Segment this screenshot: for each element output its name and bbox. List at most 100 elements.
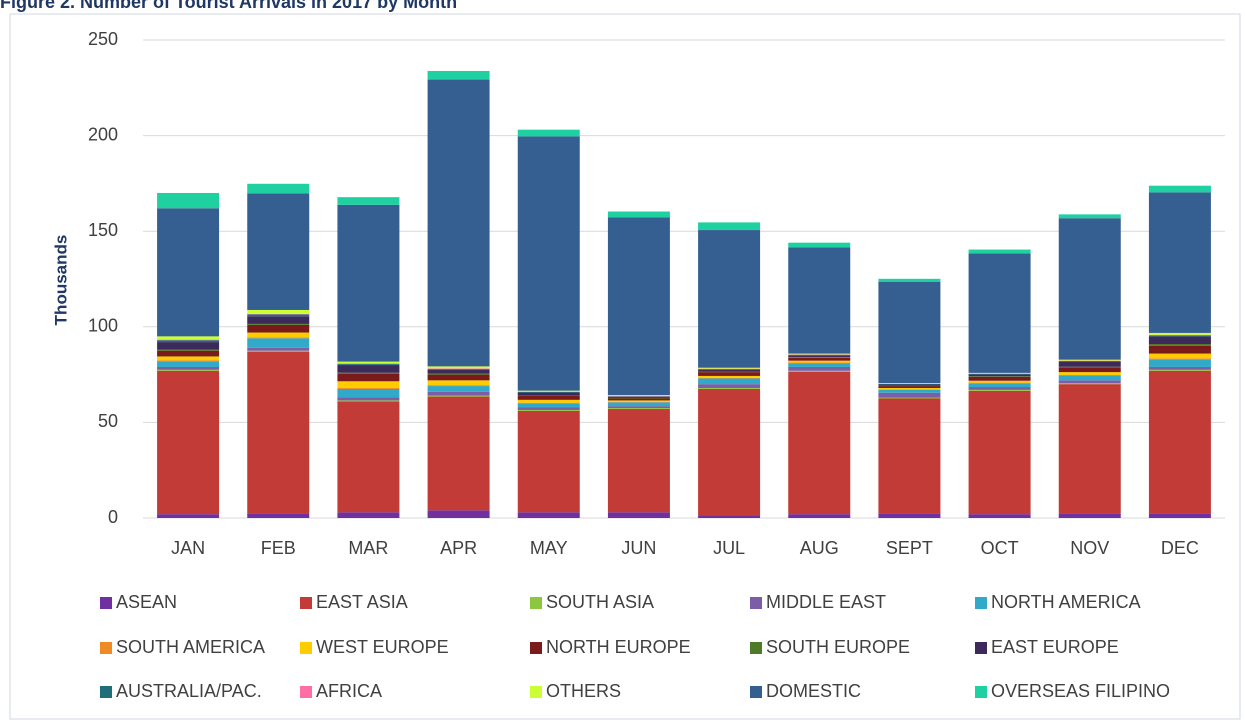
bar-segment [247,313,310,315]
bar-segment [337,372,400,374]
bar-segment [427,79,490,367]
bar-segment [698,372,761,376]
bar-segment [968,389,1031,391]
bar-segment [878,389,941,393]
bar-segment [337,397,400,401]
bar-segment [157,192,220,209]
bar-segment [878,392,941,398]
bar-segment [517,392,580,396]
y-tick-label: 0 [108,507,118,527]
bar-segment [878,386,941,388]
bar-segment [698,375,761,378]
bar-segment [517,399,580,403]
bar-segment [788,353,851,355]
bar-segment [247,332,310,338]
bar-segment [878,383,941,385]
legend-swatch [100,686,112,698]
bar-segment [427,385,490,387]
bar-segment [1058,375,1121,381]
bar-segment [788,355,851,358]
bar-segment [788,366,851,371]
bar-segment [698,515,761,518]
bar-segment [968,253,1031,373]
bar-segment [607,400,670,402]
x-tick-label: APR [440,538,477,558]
bar-segment [968,372,1031,374]
x-tick-label: NOV [1070,538,1109,558]
bar-segment [607,395,670,397]
bar-segment [788,514,851,518]
legend-swatch [530,597,542,609]
bar-segment [1148,370,1211,514]
bar-segment [247,323,310,325]
bar-segment [698,371,761,373]
bar-segment [788,371,851,515]
bar-segment [517,391,580,393]
bar-segment [517,129,580,137]
bar-segment [788,247,851,354]
bar-segment [788,362,851,364]
bar-segment [607,398,670,401]
bar-segment [1058,366,1121,368]
legend-label: EAST EUROPE [991,637,1119,657]
bar-segment [607,217,670,396]
bar-segment [878,397,941,399]
bar-segment [1058,384,1121,514]
bar-segment [1148,359,1211,367]
bar-segment [1148,192,1211,333]
bar-segment [1148,332,1211,335]
bar-segment [607,397,670,399]
y-tick-label: 200 [88,124,118,144]
bar-segment [157,514,220,518]
legend-swatch [750,597,762,609]
bar-segment [1148,353,1211,359]
x-tick-label: DEC [1161,538,1199,558]
legend-swatch [975,686,987,698]
x-tick-label: SEPT [886,538,933,558]
bar-segment [878,384,941,386]
bar-segment [247,347,310,351]
bar-segment [517,390,580,392]
bar-segment [427,369,490,374]
x-tick-label: MAR [348,538,388,558]
bar-segment [517,410,580,513]
bar-segment [337,381,400,388]
bar-segment [788,354,851,356]
bar-segment [788,360,851,363]
bar-segment [698,367,761,369]
bar-segment [968,514,1031,518]
legend-swatch [750,686,762,698]
bar-segment [247,316,310,324]
bar-segment [788,242,851,248]
bar-segment [247,338,310,348]
legend-label: AUSTRALIA/PAC. [116,681,262,701]
bar-segment [968,374,1031,377]
bar-segment [878,398,941,514]
bar-segment [1148,513,1211,518]
bar-segment [968,249,1031,254]
legend-label: NORTH AMERICA [991,592,1141,612]
bar-segment [698,369,761,370]
bar-segment [968,376,1031,377]
bar-segment [337,388,400,398]
bar-segment [1058,361,1121,367]
bar-segment [788,357,851,361]
bar-segment [517,512,580,518]
legend-swatch [100,597,112,609]
bar-segment [968,390,1031,515]
legend-swatch [750,642,762,654]
bar-segment [698,388,761,516]
legend-swatch [975,642,987,654]
legend-swatch [300,642,312,654]
bar-segment [157,339,220,341]
bar-segment [157,342,220,350]
bar-segment [607,408,670,410]
bar-segment [607,396,670,398]
bar-segment [157,360,220,362]
bar-segment [427,70,490,80]
bar-segment [1148,366,1211,370]
bar-segment [1058,359,1121,361]
bar-segment [157,369,220,371]
bar-segment [878,385,941,387]
